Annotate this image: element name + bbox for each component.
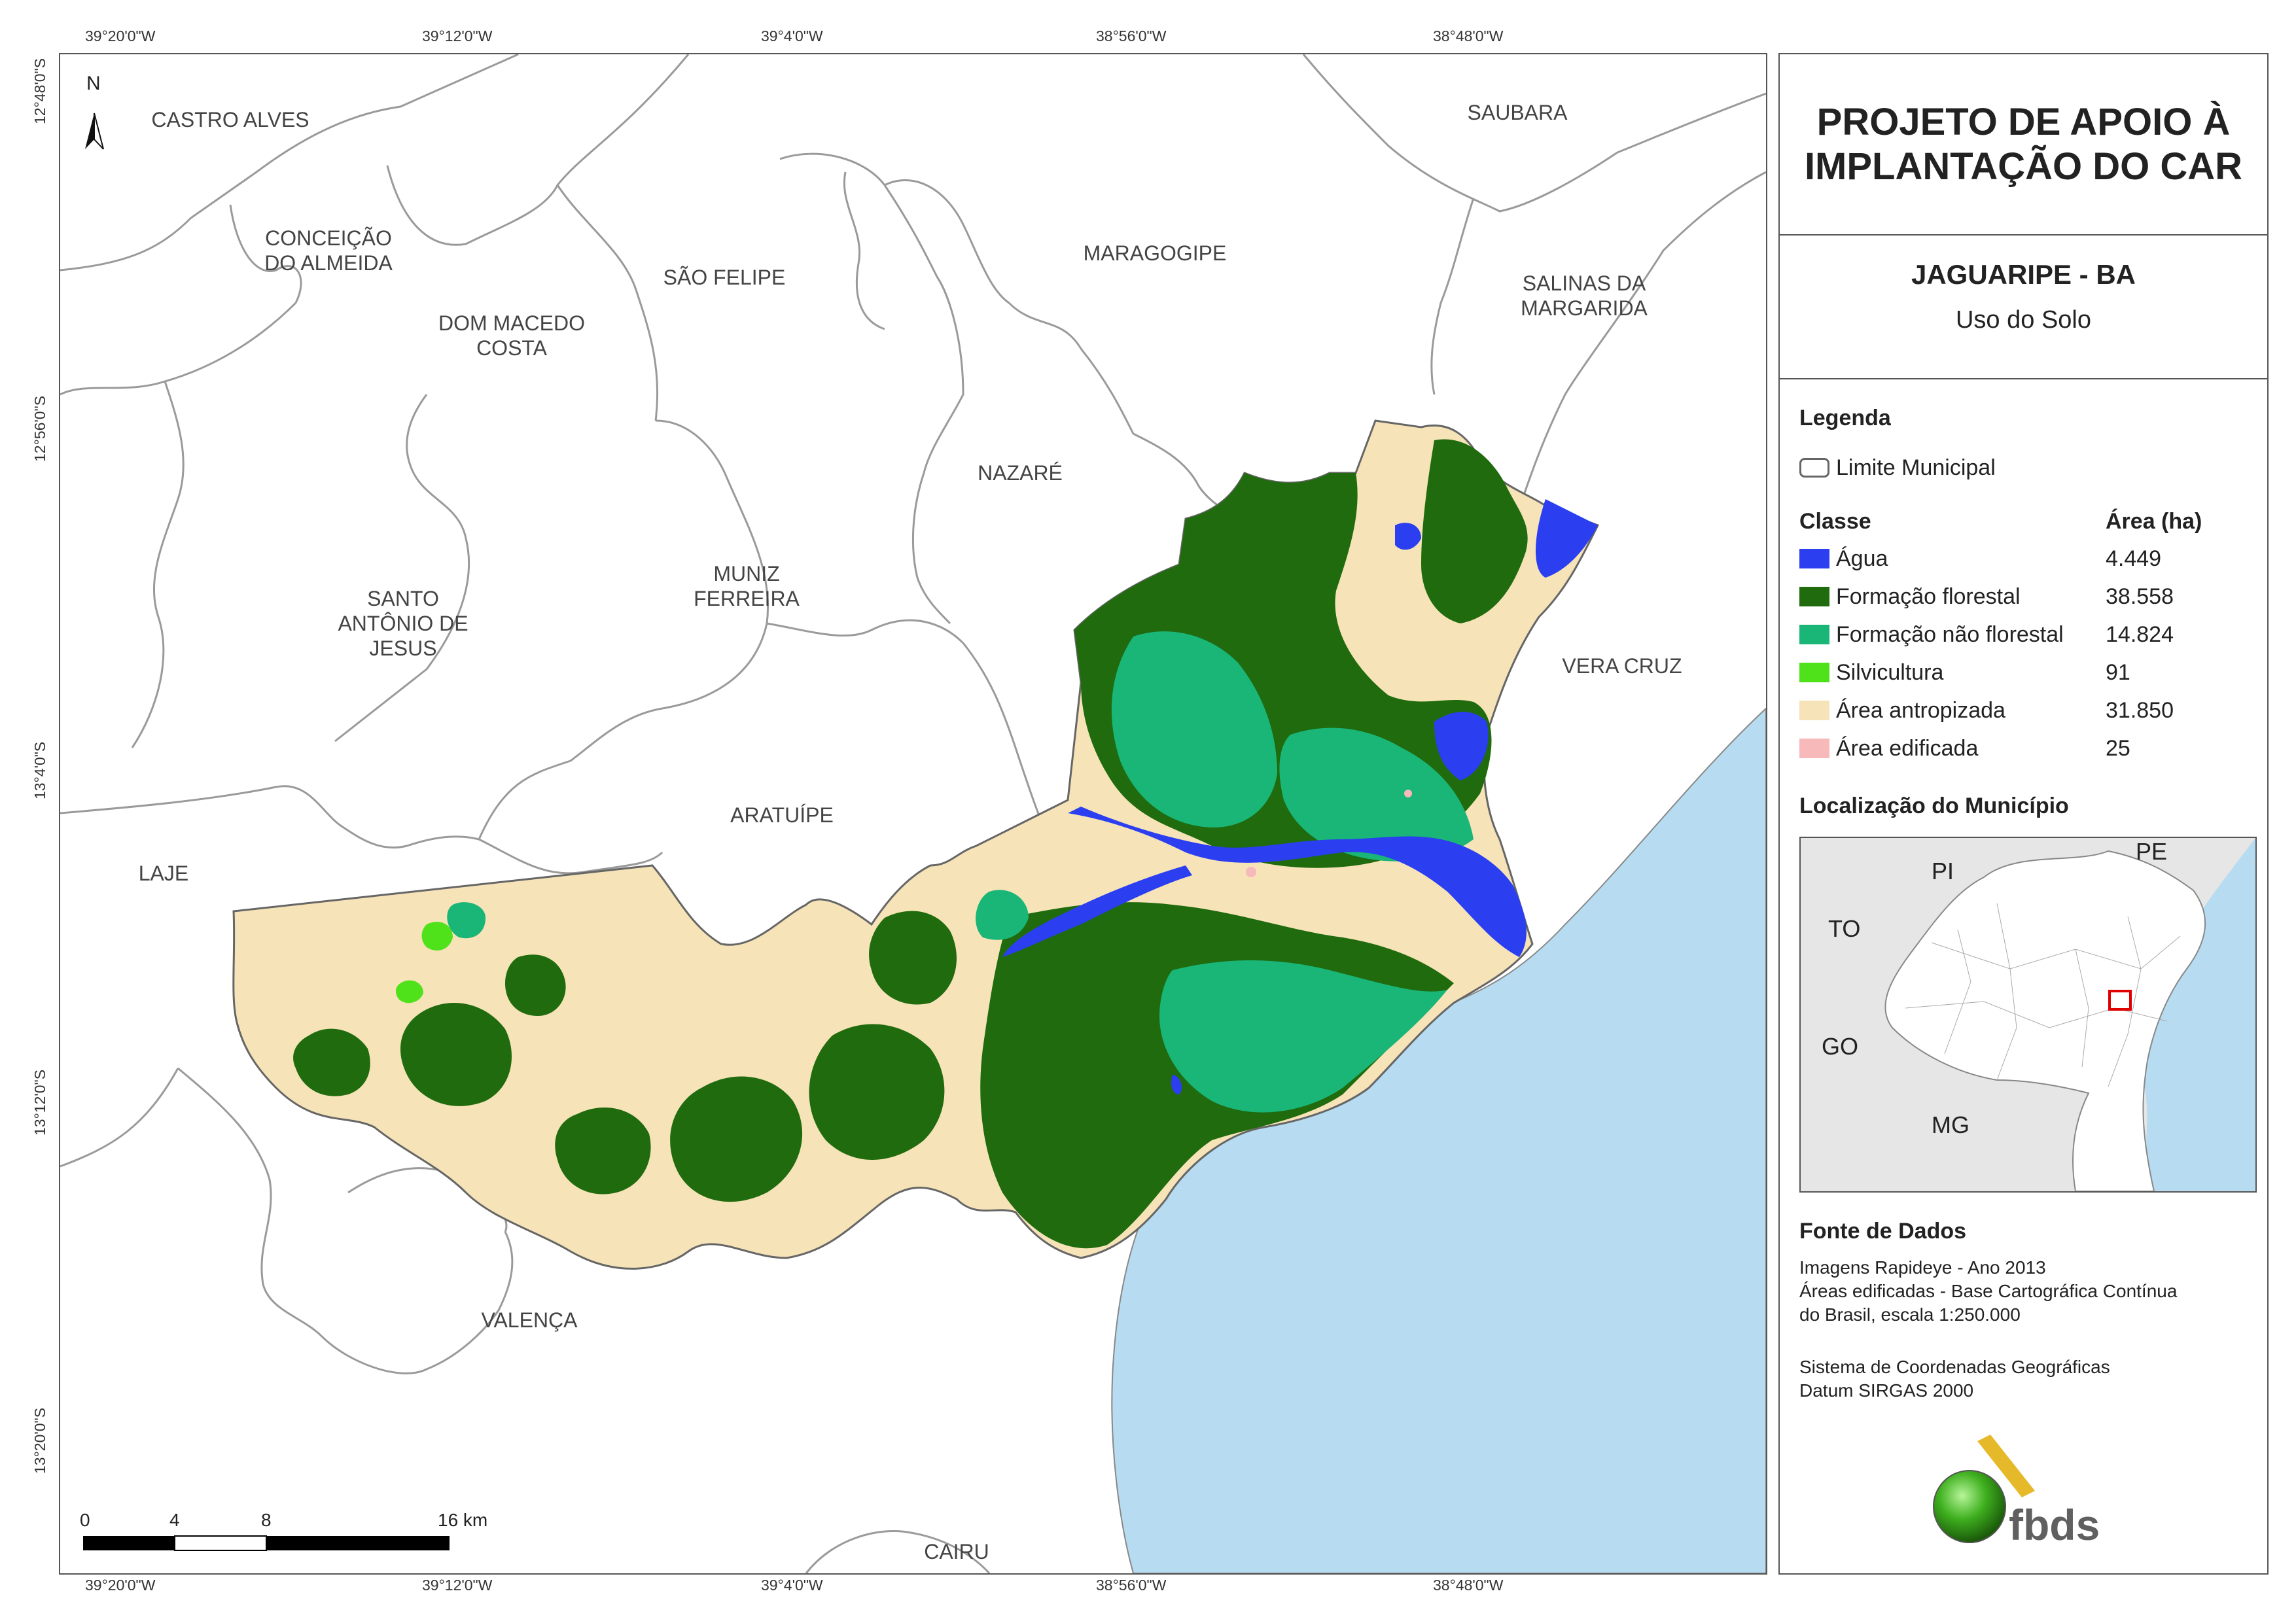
legend-item-label: Formação florestal	[1836, 584, 2021, 609]
locator-heading: Localização do Município	[1799, 794, 2069, 818]
sources-heading: Fonte de Dados	[1799, 1219, 1967, 1244]
boundary-label: Limite Municipal	[1836, 455, 1996, 480]
municipality-label-muniz-ferreira: MUNIZ FERREIRA	[694, 562, 800, 610]
water-bodies	[1002, 499, 1598, 1094]
area-header: Área (ha)	[2106, 509, 2202, 534]
legend-item-label: Formação não florestal	[1836, 622, 2064, 647]
coord-top-3: 39°4'0"W	[761, 27, 823, 44]
locator-label-mg: MG	[1932, 1111, 1969, 1138]
silviculture-patches	[395, 922, 453, 1003]
municipality-label-conceicao-do-almeida: CONCEIÇÃO DO ALMEIDA	[264, 226, 393, 275]
anthropized-swatch	[1799, 701, 1829, 720]
source-line: do Brasil, escala 1:250.000	[1799, 1304, 2021, 1325]
map-title-line1: PROJETO DE APOIO À	[1816, 101, 2231, 143]
silviculture-swatch	[1799, 663, 1829, 682]
scale-label-16-km: 16 km	[438, 1510, 488, 1530]
locator-label-pe: PE	[2136, 838, 2168, 865]
coord-left-1: 12°48'0"S	[31, 58, 48, 124]
municipality-label-vera-cruz: VERA CRUZ	[1562, 654, 1682, 678]
municipal-boundaries	[60, 54, 1766, 1573]
coord-bottom-3: 39°4'0"W	[761, 1577, 823, 1594]
source-line: Áreas edificadas - Base Cartográfica Con…	[1799, 1281, 2178, 1301]
source-line: Datum SIRGAS 2000	[1799, 1380, 1974, 1401]
municipality-name: JAGUARIPE - BA	[1911, 259, 2136, 290]
coord-left-5: 13°20'0"S	[31, 1407, 48, 1474]
legend-item-area: 4.449	[2106, 546, 2162, 571]
legend-item-area: 91	[2106, 660, 2130, 685]
legend-panel: PROJETO DE APOIO À IMPLANTAÇÃO DO CAR JA…	[1778, 53, 2269, 1575]
municipality-label-maragogipe: MARAGOGIPE	[1083, 241, 1227, 265]
coord-left-4: 13°12'0"S	[31, 1069, 48, 1136]
source-line: Sistema de Coordenadas Geográficas	[1799, 1357, 2110, 1377]
boundary-swatch	[1799, 458, 1829, 478]
locator-highlight	[2108, 990, 2132, 1011]
coord-left-3: 13°4'0"S	[31, 741, 48, 799]
locator-municipal-grid	[1905, 903, 2181, 1087]
locator-map-canvas	[1884, 838, 2255, 1191]
locator-label-to: TO	[1828, 915, 1861, 942]
non-forest-swatch	[1799, 625, 1829, 644]
title-block: PROJETO DE APOIO À IMPLANTAÇÃO DO CAR	[1780, 54, 2267, 236]
legend-item-label: Silvicultura	[1836, 660, 1944, 685]
fbds-logo-text: fbds	[2009, 1501, 2100, 1549]
municipality-label-sao-felipe: SÃO FELIPE	[663, 266, 786, 289]
legend-heading: Legenda	[1799, 406, 1891, 430]
class-header: Classe	[1799, 509, 1871, 534]
legend-item-area: 14.824	[2106, 622, 2174, 647]
municipality-label-aratuipe: ARATUÍPE	[730, 803, 834, 827]
scale-label-8: 8	[261, 1510, 272, 1530]
municipality-label-nazare: NAZARÉ	[978, 461, 1063, 485]
coord-top-2: 39°12'0"W	[422, 27, 493, 44]
municipality-label-saubara: SAUBARA	[1467, 101, 1568, 124]
subtitle-block: JAGUARIPE - BA Uso do Solo	[1780, 234, 2267, 379]
coord-left-2: 12°56'0"S	[31, 395, 48, 462]
municipality-label-salinas-da-margarida: SALINAS DA MARGARIDA	[1521, 271, 1648, 320]
municipality-label-castro-alves: CASTRO ALVES	[151, 108, 309, 131]
north-arrow-icon	[85, 113, 104, 150]
locator-bahia	[1884, 850, 2206, 1191]
legend-item-label: Área antropizada	[1836, 698, 2005, 723]
fbds-logo-icon	[1933, 1435, 2035, 1543]
built-area-patches	[1246, 790, 1412, 877]
locator-map: PI PE TO GO MG	[1799, 837, 2257, 1193]
coord-top-1: 39°20'0"W	[85, 27, 156, 44]
locator-label-go: GO	[1822, 1033, 1859, 1060]
locator-label-pi: PI	[1932, 858, 1954, 884]
map-title-line2: IMPLANTAÇÃO DO CAR	[1804, 145, 2243, 188]
map-theme: Uso do Solo	[1955, 306, 2091, 334]
coord-bottom-5: 38°48'0"W	[1433, 1577, 1504, 1594]
municipality-label-valenca: VALENÇA	[481, 1308, 578, 1332]
north-label: N	[86, 73, 101, 94]
coord-bottom-2: 39°12'0"W	[422, 1577, 493, 1594]
scale-bar	[83, 1535, 450, 1551]
legend-item-area: 38.558	[2106, 584, 2174, 609]
map-frame[interactable]: N CASTRO ALVES CONCEIÇÃO DO ALMEIDA DOM …	[59, 53, 1767, 1575]
coord-top-5: 38°48'0"W	[1433, 27, 1504, 44]
municipality-label-dom-macedo-costa: DOM MACEDO COSTA	[438, 311, 585, 360]
source-line: Imagens Rapideye - Ano 2013	[1799, 1257, 2046, 1278]
coord-bottom-1: 39°20'0"W	[85, 1577, 156, 1594]
legend-item-area: 31.850	[2106, 698, 2174, 723]
water-swatch	[1799, 549, 1829, 568]
map-title: PROJETO DE APOIO À IMPLANTAÇÃO DO CAR	[1780, 100, 2267, 189]
built-area-swatch	[1799, 739, 1829, 758]
legend-item-label: Água	[1836, 546, 1888, 571]
municipality-label-cairu: CAIRU	[924, 1540, 989, 1563]
map-canvas[interactable]	[60, 54, 1766, 1573]
legend-item-area: 25	[2106, 736, 2130, 761]
fbds-logo: fbds	[1930, 1435, 2127, 1549]
coord-top-4: 38°56'0"W	[1096, 27, 1167, 44]
legend-item-label: Área edificada	[1836, 736, 1979, 761]
locator-ocean	[2141, 838, 2255, 1191]
municipality-label-laje: LAJE	[138, 862, 189, 885]
coord-bottom-4: 38°56'0"W	[1096, 1577, 1167, 1594]
non-forest-formation-patches	[447, 631, 1474, 1113]
municipality-label-santo-antonio-de-jesus: SANTO ANTÔNIO DE JESUS	[338, 587, 468, 660]
scale-label-0: 0	[80, 1510, 90, 1530]
forest-swatch	[1799, 587, 1829, 606]
scale-label-4: 4	[169, 1510, 180, 1530]
